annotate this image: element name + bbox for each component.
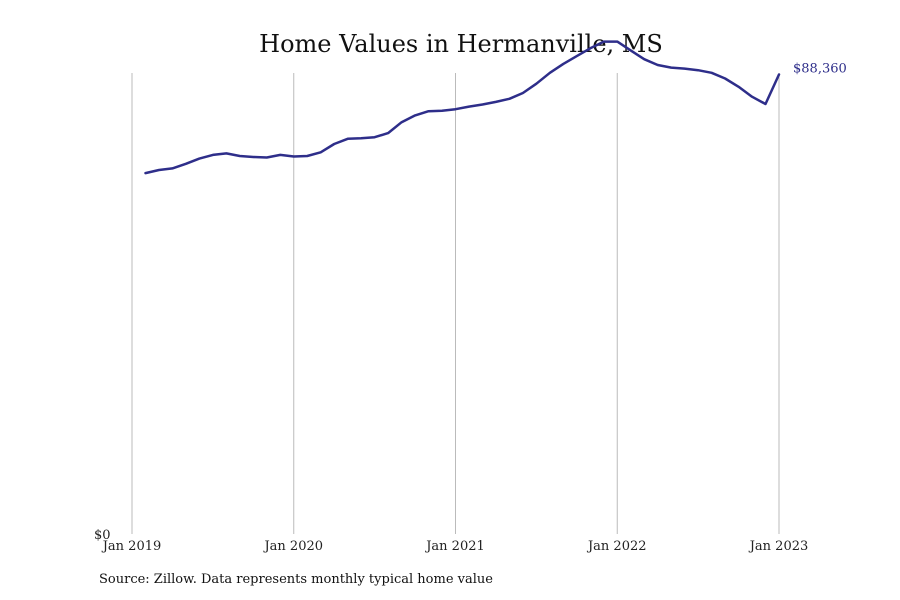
series-line: [144, 40, 781, 175]
gridlines: [131, 73, 780, 534]
end-value-label: $88,360: [793, 62, 847, 77]
x-tick-label: Jan 2023: [748, 539, 809, 554]
series: $88,360: [144, 40, 847, 175]
x-tick-label: Jan 2020: [262, 539, 323, 554]
x-tick-label: Jan 2022: [586, 539, 647, 554]
x-tick-label: Jan 2019: [101, 539, 162, 554]
y-tick-label: $0: [94, 528, 111, 543]
x-tick-label: Jan 2021: [424, 539, 485, 554]
chart-title: Home Values in Hermanville, MS: [259, 30, 663, 58]
source-note: Source: Zillow. Data represents monthly …: [99, 572, 493, 587]
axis-ticks: Jan 2019 Jan 2020 Jan 2021 Jan 2022 Jan 2023…: [94, 528, 808, 554]
